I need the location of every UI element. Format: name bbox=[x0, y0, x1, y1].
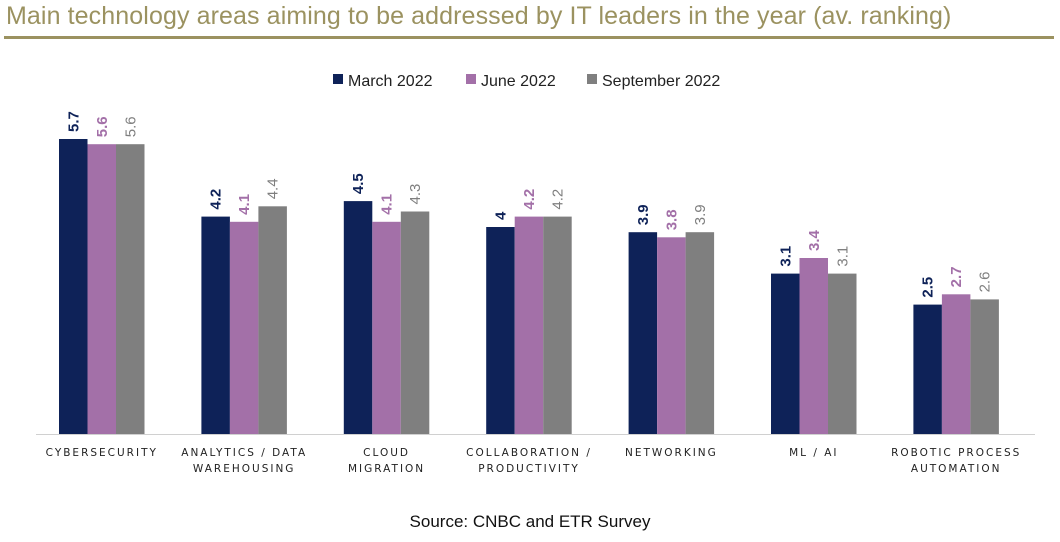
bar bbox=[343, 201, 373, 434]
data-label: 4.5 bbox=[350, 173, 367, 194]
bar-group bbox=[59, 139, 999, 434]
bar bbox=[258, 206, 287, 434]
bar bbox=[771, 273, 800, 434]
legend-swatch bbox=[466, 74, 476, 84]
data-label: 2.7 bbox=[948, 266, 965, 287]
data-label: 5.6 bbox=[122, 116, 139, 137]
bar bbox=[685, 232, 715, 434]
data-label: 4.2 bbox=[521, 189, 538, 210]
legend-label: September 2022 bbox=[602, 73, 720, 90]
data-label: 3.9 bbox=[635, 204, 652, 225]
data-label: 4.1 bbox=[236, 194, 253, 215]
bar bbox=[799, 258, 828, 434]
category-label: MIGRATION bbox=[348, 463, 425, 475]
data-label: 3.8 bbox=[663, 209, 680, 230]
data-label: 4.1 bbox=[379, 194, 396, 215]
chart-legend: March 2022 June 2022 September 2022 bbox=[333, 73, 720, 90]
data-label: 4 bbox=[493, 211, 510, 220]
bar bbox=[657, 237, 686, 434]
category-label: COLLABORATION / bbox=[466, 447, 592, 459]
category-label: NETWORKING bbox=[625, 447, 718, 459]
category-label: PRODUCTIVITY bbox=[478, 463, 580, 475]
bar bbox=[372, 221, 401, 434]
data-label: 3.9 bbox=[692, 204, 709, 225]
legend-swatch bbox=[587, 74, 597, 84]
category-labels: CYBERSECURITY ANALYTICS / DATA WAREHOUSING… bbox=[46, 447, 1021, 475]
data-label: 5.7 bbox=[65, 111, 82, 132]
category-label: ML / AI bbox=[789, 447, 838, 459]
data-label: 4.2 bbox=[550, 189, 567, 210]
data-label: 5.6 bbox=[94, 116, 111, 137]
bar bbox=[229, 221, 259, 434]
bar bbox=[970, 299, 999, 434]
bar bbox=[116, 144, 145, 434]
title-divider bbox=[4, 36, 1054, 39]
legend-label: June 2022 bbox=[481, 73, 556, 90]
legend-label: March 2022 bbox=[348, 73, 433, 90]
data-label: 3.1 bbox=[834, 246, 851, 267]
category-label: WAREHOUSING bbox=[193, 463, 296, 475]
bar bbox=[941, 294, 971, 434]
bar bbox=[628, 232, 658, 434]
data-label: 3.4 bbox=[806, 229, 823, 251]
data-label: 4.3 bbox=[407, 184, 424, 205]
bar bbox=[913, 304, 942, 434]
data-label: 3.1 bbox=[777, 246, 794, 267]
bar bbox=[87, 144, 116, 434]
bar bbox=[543, 216, 572, 434]
category-label: AUTOMATION bbox=[911, 463, 1002, 475]
bar bbox=[400, 211, 430, 434]
chart-title: Main technology areas aiming to be addre… bbox=[6, 2, 952, 30]
category-label: ROBOTIC PROCESS bbox=[891, 447, 1021, 459]
data-label: 2.5 bbox=[920, 277, 937, 298]
bar bbox=[514, 216, 544, 434]
bar bbox=[201, 216, 230, 434]
bar bbox=[828, 273, 857, 434]
data-label: 2.6 bbox=[977, 272, 994, 293]
source-note: Source: CNBC and ETR Survey bbox=[409, 512, 651, 531]
category-label: ANALYTICS / DATA bbox=[181, 447, 307, 459]
value-labels: 5.7 5.6 5.6 4.2 4.1 4.4 4.5 4.1 4.3 4 4.2 4.2 3.9 3.8… bbox=[65, 111, 993, 297]
category-label: CYBERSECURITY bbox=[46, 447, 158, 459]
category-label: CLOUD bbox=[363, 447, 410, 459]
data-label: 4.2 bbox=[208, 189, 225, 210]
bar bbox=[59, 139, 88, 434]
legend-swatch bbox=[333, 74, 343, 84]
data-label: 4.4 bbox=[265, 178, 282, 199]
bar bbox=[486, 227, 515, 434]
